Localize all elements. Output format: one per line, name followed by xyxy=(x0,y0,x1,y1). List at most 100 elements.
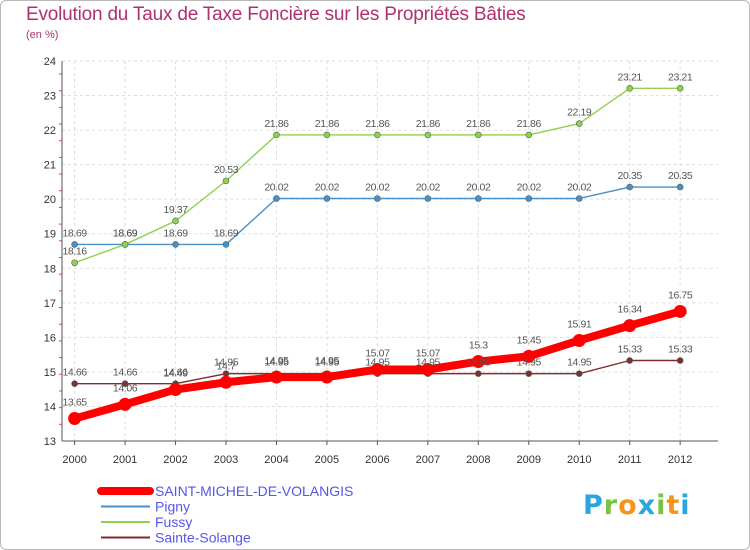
data-point xyxy=(673,304,687,318)
logo-letter: o xyxy=(618,490,638,521)
data-label: 14.49 xyxy=(163,368,188,380)
data-label: 15.3 xyxy=(469,340,488,352)
x-tick-label: 2012 xyxy=(668,454,692,466)
data-label: 14.06 xyxy=(113,382,138,394)
legend: SAINT-MICHEL-DE-VOLANGISPignyFussySainte… xyxy=(97,483,353,546)
data-label: 14.95 xyxy=(416,357,441,369)
data-label: 21.86 xyxy=(264,118,289,130)
y-tick-label: 16 xyxy=(44,332,56,344)
data-point xyxy=(273,131,280,139)
data-point xyxy=(421,362,435,376)
data-point xyxy=(424,195,432,202)
data-label: 20.02 xyxy=(466,181,491,193)
data-point xyxy=(374,131,381,139)
data-label: 21.86 xyxy=(365,118,390,130)
legend-label: SAINT-MICHEL-DE-VOLANGIS xyxy=(155,483,353,499)
data-label: 20.02 xyxy=(264,181,289,193)
data-point xyxy=(222,177,230,185)
logo-letter: t xyxy=(666,490,681,521)
data-label: 21.86 xyxy=(416,118,441,130)
data-label: 18.69 xyxy=(62,227,87,239)
data-point xyxy=(68,412,82,426)
data-point xyxy=(572,333,586,347)
data-point xyxy=(575,195,583,202)
y-tick-label: 17 xyxy=(44,298,56,310)
data-point xyxy=(121,241,129,248)
data-point xyxy=(626,183,633,191)
x-tick-label: 2005 xyxy=(315,454,339,466)
axes: 13 14 15 16 17 18 19 20 21 22 23 24 2000 2001 2002 2003… xyxy=(44,56,718,466)
y-tick-label: 22 xyxy=(44,125,56,137)
legend-label: Pigny xyxy=(155,499,190,515)
x-tick-label: 2006 xyxy=(365,454,389,466)
data-label: 20.35 xyxy=(618,170,643,182)
y-tick-label: 19 xyxy=(44,229,56,241)
data-label: 14.95 xyxy=(517,357,542,369)
data-label: 15.33 xyxy=(618,344,643,356)
data-point xyxy=(475,370,482,377)
data-point xyxy=(676,183,684,191)
data-label: 16.75 xyxy=(668,289,693,301)
data-label: 14.95 xyxy=(264,355,289,367)
data-point xyxy=(273,195,280,202)
data-point xyxy=(169,383,183,397)
data-point xyxy=(575,120,583,127)
y-tick-label: 18 xyxy=(44,263,56,275)
data-point xyxy=(676,357,684,364)
chart-title: Evolution du Taux de Taxe Foncière sur l… xyxy=(26,4,526,25)
data-point xyxy=(471,355,485,369)
x-tick-label: 2003 xyxy=(214,454,238,466)
data-label: 20.02 xyxy=(567,181,592,193)
logo-letter: i xyxy=(680,490,691,521)
logo-letter: i xyxy=(656,490,667,521)
data-label: 15.33 xyxy=(668,344,693,356)
data-point xyxy=(172,217,179,225)
data-point xyxy=(475,195,482,202)
data-label: 14.66 xyxy=(62,367,87,379)
x-tick-label: 2002 xyxy=(163,454,187,466)
y-tick-label: 15 xyxy=(44,367,56,379)
data-label: 14.95 xyxy=(315,357,340,369)
x-tick-label: 2001 xyxy=(113,454,137,466)
data-label: 13.65 xyxy=(62,397,87,409)
data-point xyxy=(522,349,536,363)
data-label: 20.02 xyxy=(517,181,542,193)
y-tick-label: 23 xyxy=(44,91,56,103)
data-label: 22.19 xyxy=(567,107,592,119)
x-tick-label: 2004 xyxy=(264,454,288,466)
data-point xyxy=(219,375,233,389)
proxiti-logo: Proxiti xyxy=(583,490,691,521)
data-label: 19.37 xyxy=(163,204,188,216)
data-point xyxy=(623,319,637,333)
logo-letter: P xyxy=(583,490,604,521)
data-label: 21.86 xyxy=(517,118,542,130)
data-label: 20.02 xyxy=(315,181,340,193)
y-tick-label: 21 xyxy=(44,160,56,172)
data-point xyxy=(323,195,331,202)
data-point xyxy=(172,241,179,248)
data-label: 15.91 xyxy=(567,318,592,330)
data-label: 15.07 xyxy=(365,347,390,359)
y-tick-label: 14 xyxy=(44,401,56,413)
data-label: 20.35 xyxy=(668,170,693,182)
data-point xyxy=(222,241,230,248)
data-point xyxy=(118,397,132,411)
data-point xyxy=(626,357,633,364)
data-label: 14.95 xyxy=(264,357,289,369)
data-point xyxy=(71,259,78,267)
data-point xyxy=(626,84,633,92)
x-tick-label: 2007 xyxy=(416,454,440,466)
logo-letter: x xyxy=(637,490,657,521)
data-label: 14.95 xyxy=(214,357,239,369)
data-point xyxy=(424,131,432,139)
data-label: 18.69 xyxy=(163,227,188,239)
series-layer xyxy=(68,84,687,426)
x-tick-label: 2000 xyxy=(62,454,86,466)
data-point xyxy=(525,370,533,377)
data-label: 14.95 xyxy=(466,357,491,369)
data-label: 21.86 xyxy=(466,118,491,130)
data-label: 23.21 xyxy=(668,71,693,83)
data-point xyxy=(676,84,684,92)
y-tick-label: 20 xyxy=(44,194,56,206)
data-point xyxy=(121,380,129,387)
